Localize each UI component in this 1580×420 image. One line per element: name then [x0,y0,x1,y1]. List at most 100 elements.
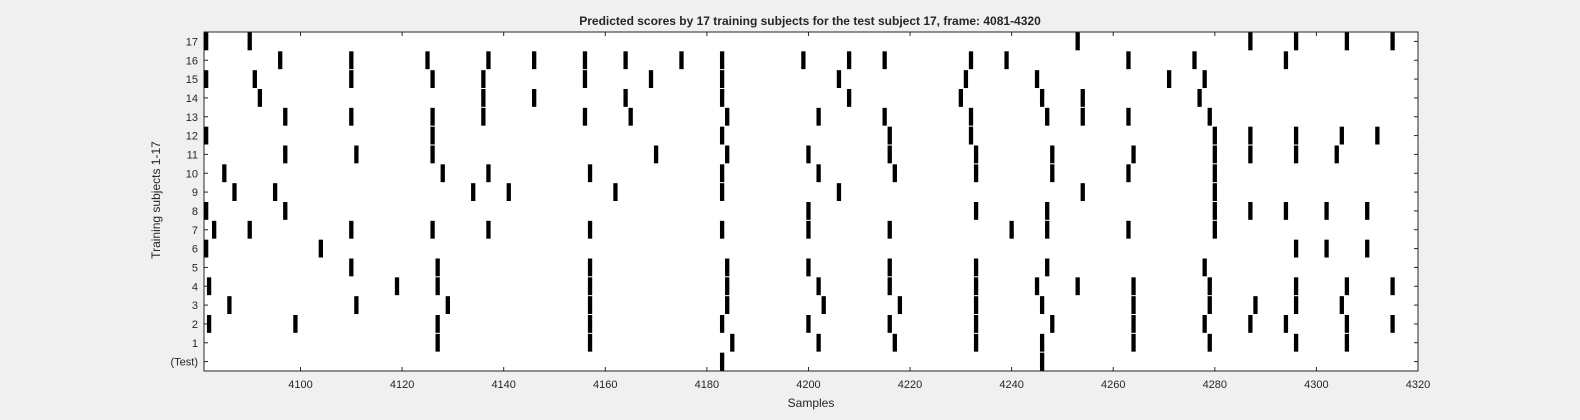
raster-mark [1080,183,1085,201]
raster-mark [1131,277,1136,296]
y-tick-label: 1 [192,338,198,350]
y-tick-label: 11 [187,149,198,161]
raster-mark [1248,145,1253,164]
raster-mark [1212,126,1217,145]
raster-mark [582,51,588,70]
raster-mark [846,89,852,107]
raster-mark [1207,107,1212,126]
raster-mark [1050,145,1055,164]
raster-mark [1212,164,1217,183]
raster-mark [1212,202,1217,220]
raster-mark [1293,333,1299,352]
raster-mark [1283,315,1289,333]
raster-mark [887,220,892,239]
raster-mark [1212,220,1217,239]
raster-mark [206,315,212,333]
x-tick-label: 4160 [593,379,617,391]
y-tick-label: 10 [186,168,198,180]
raster-mark [882,107,887,126]
raster-mark [283,107,288,126]
raster-mark [725,107,730,126]
raster-mark [1192,51,1197,70]
raster-mark [1344,315,1350,333]
raster-mark [628,107,633,126]
raster-mark [486,220,491,239]
raster-mark [887,126,892,145]
raster-mark [247,220,252,239]
y-tick-label: 12 [186,131,198,143]
raster-mark [1390,32,1395,51]
y-tick-label: (Test) [171,357,199,369]
raster-mark [247,32,252,51]
raster-mark [613,183,618,201]
raster-mark [968,107,974,126]
raster-mark [816,333,821,352]
raster-mark [1293,239,1299,258]
y-axis-label: Training subjects 1-17 [149,141,163,259]
raster-mark [958,89,963,107]
raster-mark [1075,277,1080,296]
raster-mark [212,220,217,239]
raster-mark [892,333,897,352]
raster-mark [1045,258,1050,277]
raster-mark [648,70,654,88]
raster-mark [354,296,359,314]
raster-mark [806,145,811,164]
raster-mark [1283,202,1289,220]
raster-mark [394,277,400,296]
raster-mark [1131,296,1136,314]
raster-mark [204,32,209,51]
raster-mark [587,164,593,183]
raster-mark [532,89,537,107]
raster-mark [973,258,979,277]
raster-mark [587,277,593,296]
raster-mark [623,51,628,70]
raster-mark [1045,202,1050,220]
raster-mark [882,51,887,70]
raster-mark [1207,296,1212,314]
raster-mark [973,277,979,296]
raster-mark [349,107,354,126]
raster-mark [587,220,593,239]
raster-mark [440,164,445,183]
raster-mark [973,296,979,314]
raster-mark [887,277,892,296]
raster-mark [816,277,821,296]
raster-mark [653,145,659,164]
plot-area [203,31,1419,372]
raster-mark [349,258,354,277]
raster-mark [1339,296,1344,314]
chart-title: Predicted scores by 17 training subjects… [579,14,1041,28]
raster-mark [206,277,212,296]
raster-mark [349,220,354,239]
raster-mark [1039,352,1045,371]
raster-mark [1365,202,1370,220]
x-tick-label: 4100 [288,379,312,391]
raster-mark [973,315,979,333]
y-tick-label: 3 [192,300,198,312]
y-tick-label: 5 [192,262,198,274]
raster-mark [354,145,359,164]
raster-mark [257,89,263,107]
raster-mark [532,51,537,70]
raster-mark [892,164,897,183]
raster-mark [204,126,209,145]
raster-mark [968,126,974,145]
raster-mark [204,70,209,88]
raster-mark [1344,277,1350,296]
raster-mark [719,70,725,88]
x-tick-label: 4240 [999,379,1023,391]
raster-mark [719,352,725,371]
raster-mark [801,51,806,70]
raster-mark [430,70,435,88]
x-tick-label: 4200 [796,379,820,391]
raster-mark [204,239,209,258]
raster-mark [1126,220,1131,239]
raster-mark [1009,220,1014,239]
x-tick-label: 4220 [898,379,922,391]
raster-mark [283,145,288,164]
x-axis-label: Samples [788,396,835,410]
y-tick-label: 16 [186,55,198,67]
x-tick-label: 4120 [390,379,414,391]
